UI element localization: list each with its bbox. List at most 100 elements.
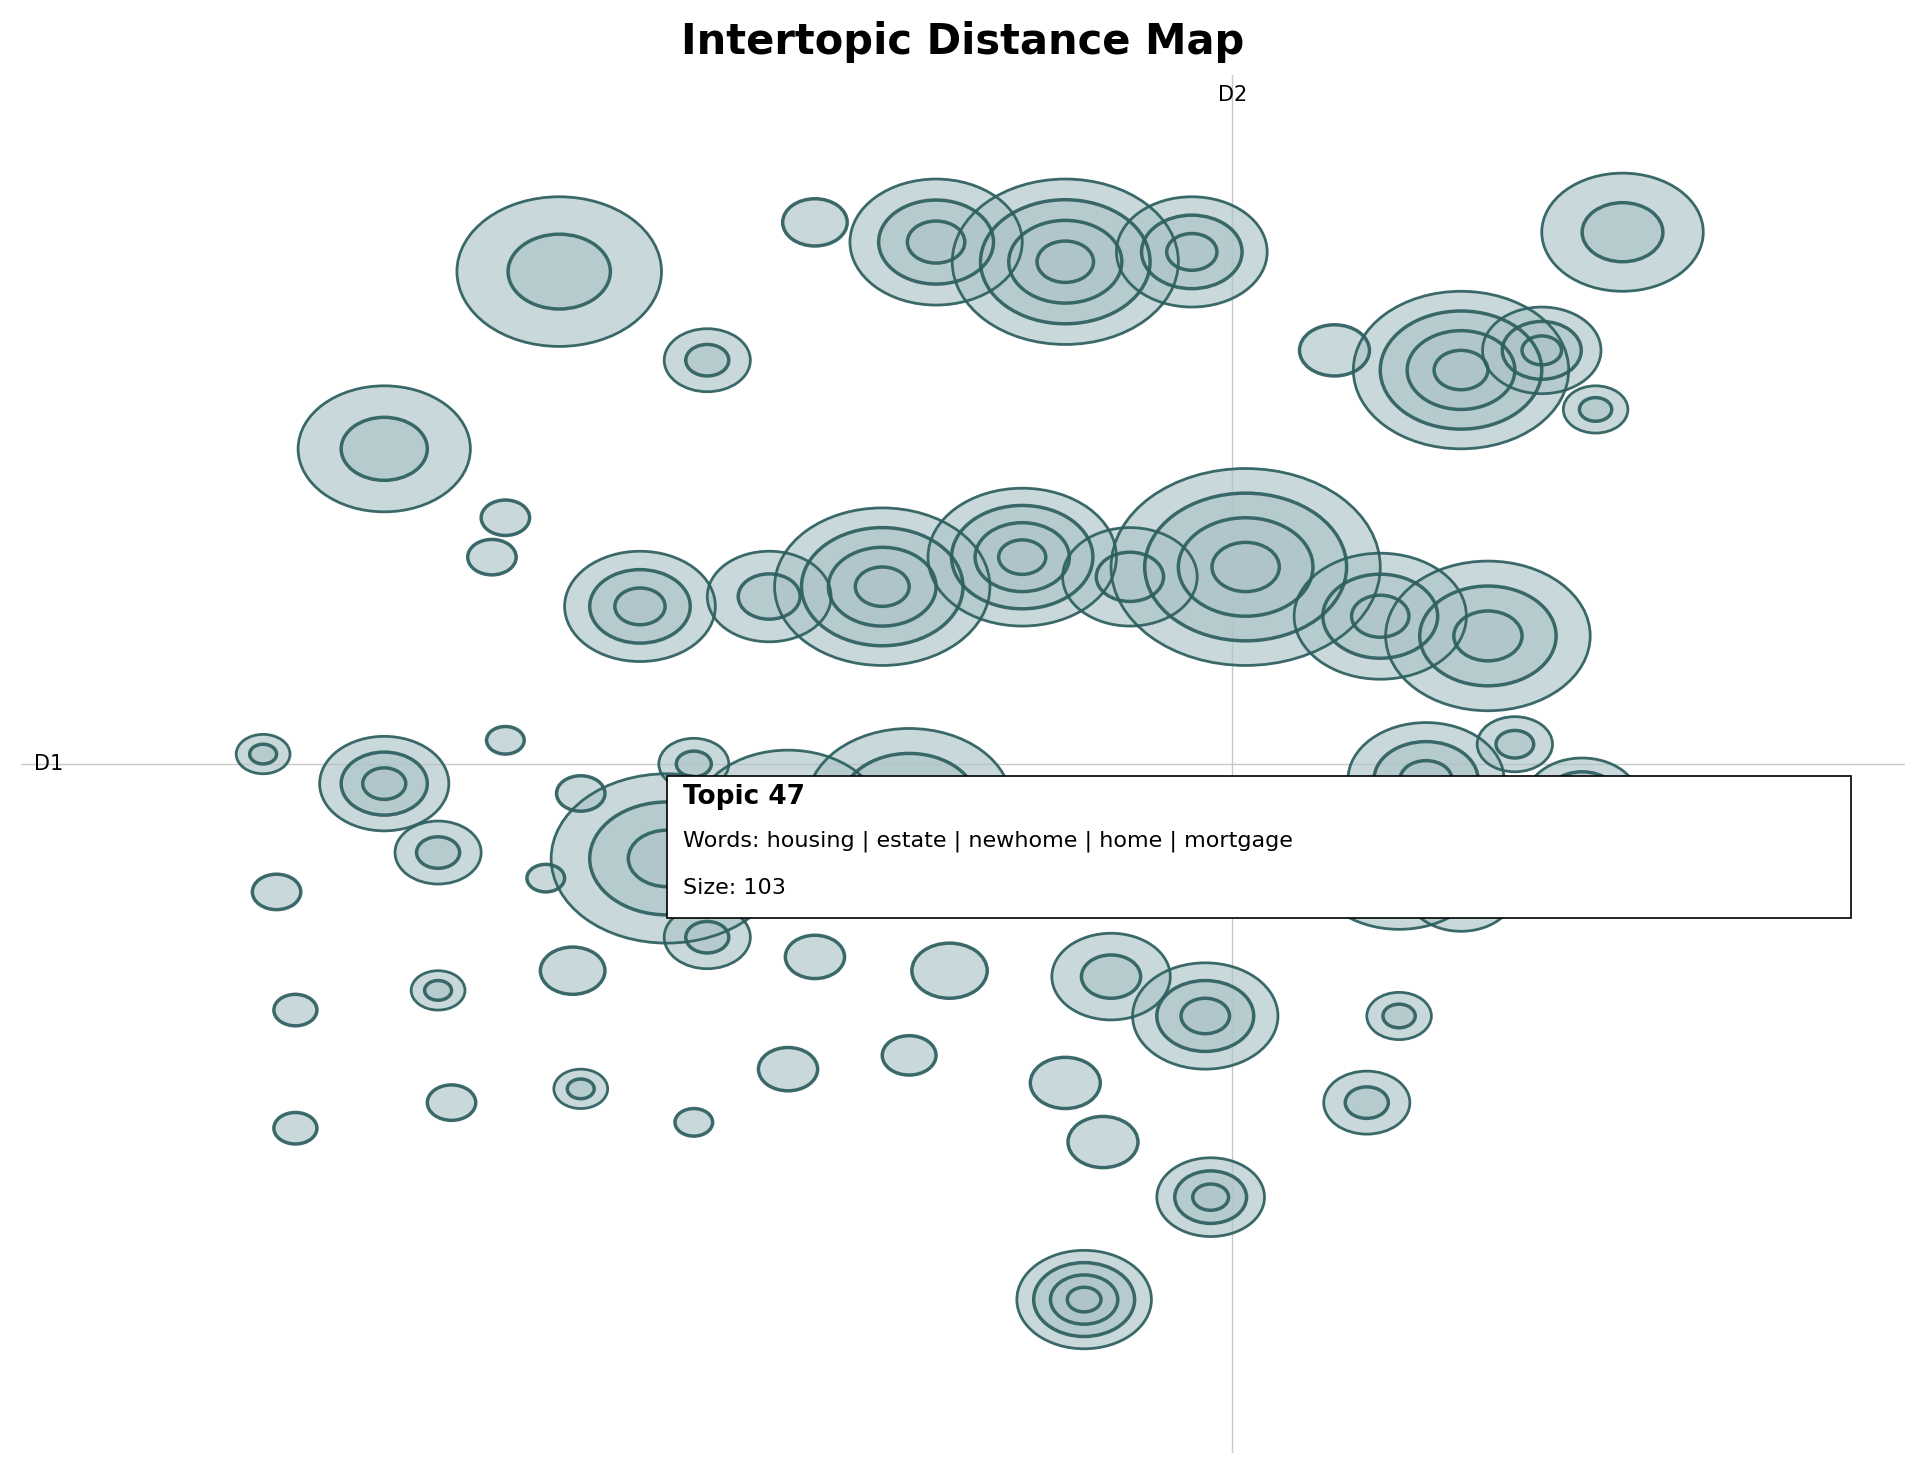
Circle shape <box>528 864 564 892</box>
Circle shape <box>928 488 1117 626</box>
Circle shape <box>1017 1250 1152 1349</box>
Circle shape <box>1144 494 1346 641</box>
Circle shape <box>564 551 715 662</box>
Circle shape <box>1564 786 1601 814</box>
Circle shape <box>686 921 728 954</box>
Circle shape <box>878 200 994 284</box>
Circle shape <box>1373 741 1477 818</box>
Circle shape <box>693 750 882 887</box>
Circle shape <box>1294 553 1466 680</box>
Circle shape <box>774 509 990 665</box>
Circle shape <box>1052 933 1171 1020</box>
Circle shape <box>1167 233 1217 270</box>
Circle shape <box>487 727 524 755</box>
Circle shape <box>1525 758 1639 840</box>
Circle shape <box>555 1069 609 1108</box>
Circle shape <box>1477 716 1552 772</box>
Circle shape <box>1483 307 1601 394</box>
Circle shape <box>1323 575 1437 659</box>
Circle shape <box>237 734 291 774</box>
Circle shape <box>1080 955 1140 998</box>
Circle shape <box>1522 336 1562 364</box>
Circle shape <box>1323 1072 1410 1134</box>
Circle shape <box>707 551 832 641</box>
Circle shape <box>801 528 963 646</box>
Text: D1: D1 <box>35 753 64 774</box>
Circle shape <box>341 417 428 481</box>
Circle shape <box>842 753 976 853</box>
Circle shape <box>589 802 743 915</box>
Circle shape <box>1460 831 1500 861</box>
Circle shape <box>416 837 460 868</box>
Circle shape <box>1579 398 1612 422</box>
Circle shape <box>1564 386 1627 433</box>
Circle shape <box>1581 202 1662 262</box>
Circle shape <box>1348 722 1504 837</box>
Circle shape <box>395 821 482 884</box>
Circle shape <box>299 386 470 511</box>
Circle shape <box>911 943 988 998</box>
Circle shape <box>1142 215 1242 289</box>
Circle shape <box>664 905 751 968</box>
Circle shape <box>828 547 936 626</box>
Circle shape <box>456 196 661 346</box>
Circle shape <box>1408 852 1516 932</box>
Circle shape <box>1314 803 1485 929</box>
Circle shape <box>1111 469 1381 665</box>
Circle shape <box>1408 330 1516 410</box>
Text: Topic 47: Topic 47 <box>684 784 805 809</box>
Circle shape <box>1044 784 1161 870</box>
Circle shape <box>1069 1116 1138 1167</box>
Circle shape <box>1158 1157 1265 1237</box>
Circle shape <box>1435 873 1489 911</box>
Circle shape <box>1435 351 1489 389</box>
Circle shape <box>1132 963 1279 1069</box>
Circle shape <box>341 752 428 815</box>
Circle shape <box>1506 861 1539 884</box>
Circle shape <box>1009 221 1121 304</box>
Circle shape <box>250 744 277 764</box>
Circle shape <box>1117 196 1267 307</box>
Circle shape <box>907 221 965 262</box>
Circle shape <box>1073 805 1132 849</box>
Circle shape <box>557 775 605 811</box>
Circle shape <box>1439 817 1520 876</box>
Circle shape <box>568 1079 595 1098</box>
Circle shape <box>782 199 847 246</box>
Circle shape <box>686 345 728 376</box>
Circle shape <box>482 500 530 535</box>
Circle shape <box>759 1048 819 1091</box>
Circle shape <box>1063 528 1198 626</box>
Circle shape <box>589 569 690 643</box>
Circle shape <box>1030 1057 1100 1108</box>
Circle shape <box>468 539 516 575</box>
Circle shape <box>1342 824 1456 908</box>
Circle shape <box>551 774 782 943</box>
Circle shape <box>674 1108 713 1136</box>
Circle shape <box>1400 761 1452 799</box>
Circle shape <box>628 830 705 887</box>
Circle shape <box>980 199 1150 324</box>
Circle shape <box>273 1113 318 1144</box>
Circle shape <box>428 1085 476 1120</box>
Circle shape <box>1034 1263 1134 1337</box>
Circle shape <box>1381 311 1541 429</box>
Circle shape <box>855 567 909 606</box>
Text: Size: 103: Size: 103 <box>684 879 786 898</box>
Circle shape <box>1192 1184 1229 1210</box>
Circle shape <box>1491 849 1554 896</box>
Circle shape <box>1385 562 1591 710</box>
Text: D2: D2 <box>1217 84 1246 105</box>
Circle shape <box>659 738 728 790</box>
Circle shape <box>1545 772 1620 827</box>
Circle shape <box>320 737 449 831</box>
Circle shape <box>508 234 611 310</box>
Circle shape <box>807 728 1011 879</box>
Circle shape <box>951 506 1092 609</box>
FancyBboxPatch shape <box>666 775 1851 917</box>
Circle shape <box>664 329 751 392</box>
Circle shape <box>1371 845 1427 887</box>
Circle shape <box>1383 1004 1416 1027</box>
Circle shape <box>1352 595 1410 637</box>
Circle shape <box>1367 992 1431 1039</box>
